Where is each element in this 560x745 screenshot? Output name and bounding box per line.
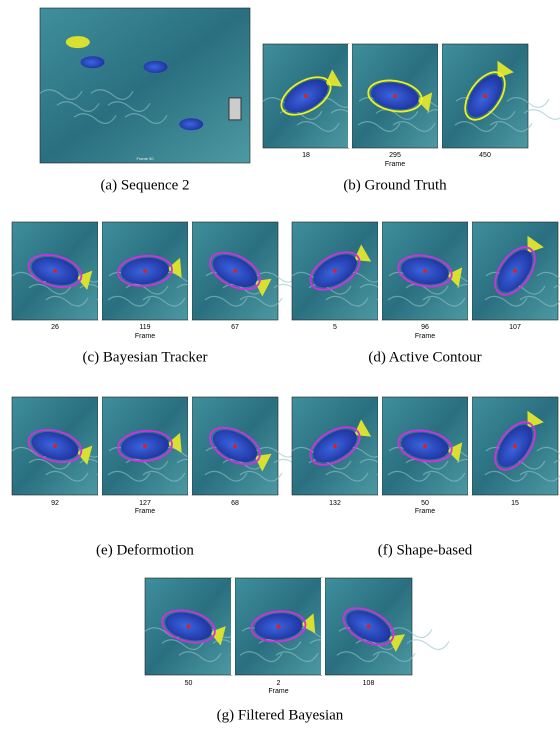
frame-image [442, 44, 560, 148]
frame-number: 67 [231, 324, 239, 331]
fish [81, 56, 105, 68]
frame-number: 92 [51, 500, 59, 507]
panel: 26 119 67 Frame (c) Bayesian Tracker [12, 222, 316, 365]
separator [98, 222, 102, 320]
separator [378, 397, 382, 495]
inset-label: Frame 50 [136, 156, 154, 161]
separator [98, 397, 102, 495]
coral [524, 110, 560, 120]
panel: 5 96 107 Frame (d) Active Contour [292, 222, 560, 365]
frame-axis-label: Frame [415, 508, 435, 515]
frame-number: 132 [329, 500, 341, 507]
caption: (f) Shape-based [378, 542, 473, 558]
frame-number: 96 [421, 324, 429, 331]
phone [229, 98, 241, 120]
fish [144, 61, 168, 73]
frame-number: 68 [231, 500, 239, 507]
caption: (e) Deformotion [96, 542, 194, 558]
frame-axis-label: Frame [268, 688, 288, 695]
fish [66, 36, 90, 48]
frame-number: 107 [509, 324, 521, 331]
frame-number: 450 [479, 152, 491, 159]
separator [468, 397, 472, 495]
image-background [40, 8, 250, 163]
frame-number: 26 [51, 324, 59, 331]
frame-number: 108 [363, 680, 375, 687]
coral [407, 640, 449, 650]
caption: (c) Bayesian Tracker [83, 349, 208, 365]
frame-axis-label: Frame [135, 333, 155, 340]
separator [378, 222, 382, 320]
frame-number: 127 [139, 500, 151, 507]
panel: 92 127 68 Frame (e) Deformotion [12, 397, 316, 558]
frame-number: 5 [333, 324, 337, 331]
panel: Frame 50 (a) Sequence 2 [40, 8, 250, 193]
panel: 18 295 450 Frame (b) Ground Truth [263, 44, 560, 193]
panel: 50 2 108 Frame (g) Filtered Bayesian [145, 578, 449, 723]
fish [179, 118, 203, 130]
separator [468, 222, 472, 320]
frame-number: 50 [185, 680, 193, 687]
caption: (a) Sequence 2 [100, 177, 189, 193]
frame-axis-label: Frame [415, 333, 435, 340]
caption: (d) Active Contour [368, 349, 481, 365]
frame-axis-label: Frame [135, 508, 155, 515]
frame-number: 119 [139, 324, 150, 331]
separator [348, 44, 352, 148]
frame-number: 2 [277, 680, 281, 687]
separator [321, 578, 325, 675]
panel: 132 50 15 Frame (f) Shape-based [292, 397, 560, 558]
separator [188, 222, 192, 320]
frame-number: 15 [511, 500, 519, 507]
frame-axis-label: Frame [385, 161, 405, 168]
figure: Frame 50 (a) Sequence 2 18 295 450 Frame (b) G… [0, 0, 560, 745]
separator [438, 44, 442, 148]
separator [188, 397, 192, 495]
caption: (g) Filtered Bayesian [217, 707, 344, 723]
caption: (b) Ground Truth [343, 177, 447, 193]
frame-number: 50 [421, 500, 429, 507]
frame-image [40, 8, 250, 163]
separator [231, 578, 235, 675]
frame-number: 295 [389, 152, 401, 159]
frame-image [472, 397, 560, 495]
frame-image [325, 578, 449, 675]
frame-number: 18 [302, 152, 310, 159]
frame-image [472, 222, 560, 320]
